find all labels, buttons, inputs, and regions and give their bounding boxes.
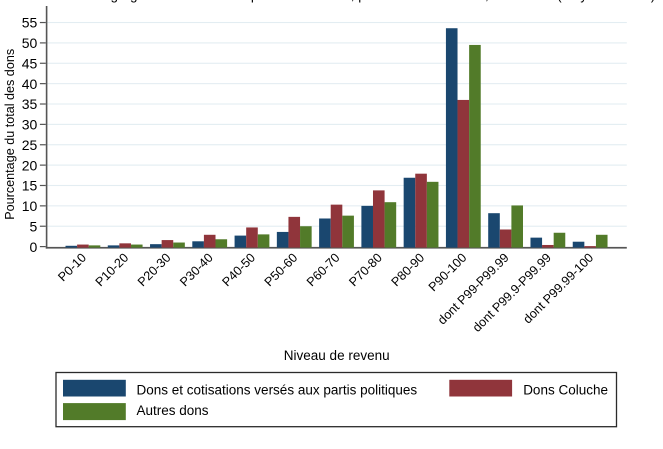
svg-text:20: 20 bbox=[22, 157, 38, 173]
svg-text:40: 40 bbox=[22, 76, 38, 92]
svg-text:10: 10 bbox=[22, 198, 38, 214]
svg-text:45: 45 bbox=[22, 55, 38, 71]
svg-text:Autres dons: Autres dons bbox=[137, 403, 209, 418]
svg-text:Pourcentage du total des dons: Pourcentage du total des dons bbox=[3, 49, 17, 220]
svg-text:Dons Coluche: Dons Coluche bbox=[523, 382, 608, 397]
svg-text:Dons et cotisations versés aux: Dons et cotisations versés aux partis po… bbox=[137, 382, 418, 397]
svg-text:15: 15 bbox=[22, 178, 38, 194]
svg-text:Montant agrégé des dons versés: Montant agrégé des dons versés par deux … bbox=[51, 0, 656, 3]
svg-text:0: 0 bbox=[30, 239, 38, 255]
svg-text:30: 30 bbox=[22, 117, 38, 133]
svg-text:50: 50 bbox=[22, 35, 38, 51]
svg-text:55: 55 bbox=[22, 15, 38, 31]
svg-text:35: 35 bbox=[22, 96, 38, 112]
svg-text:5: 5 bbox=[30, 218, 38, 234]
svg-text:25: 25 bbox=[22, 137, 38, 153]
svg-text:Niveau de revenu: Niveau de revenu bbox=[284, 348, 390, 363]
